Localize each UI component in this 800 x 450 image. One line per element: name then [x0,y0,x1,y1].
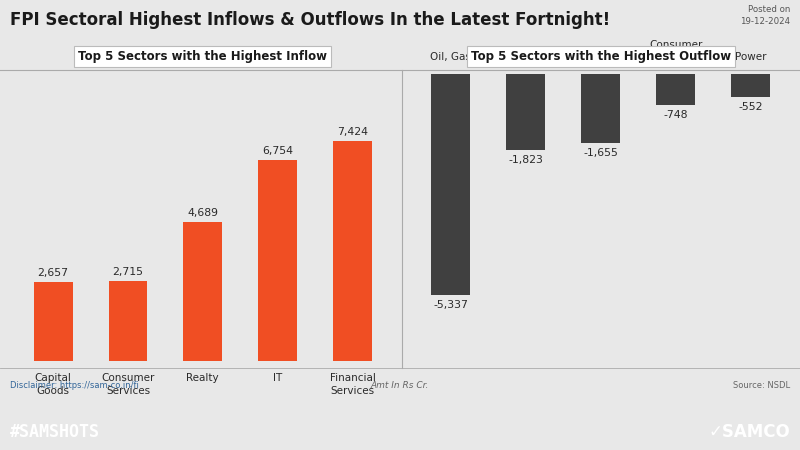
Text: Power: Power [735,52,766,62]
Text: -1,823: -1,823 [508,154,543,165]
Bar [183,222,222,361]
Bar [731,74,770,97]
Text: Top 5 Sectors with the Highest Inflow: Top 5 Sectors with the Highest Inflow [78,50,327,63]
Text: 4,689: 4,689 [187,208,218,218]
Text: Financial
Services: Financial Services [330,374,375,396]
Text: 2,657: 2,657 [38,268,69,279]
Text: 6,754: 6,754 [262,146,293,157]
Text: #SAMSHOTS: #SAMSHOTS [10,423,99,441]
Bar [582,74,620,143]
Text: Capital
Goods: Capital Goods [34,374,71,396]
Text: FPI Sectoral Highest Inflows & Outflows In the Latest Fortnight!: FPI Sectoral Highest Inflows & Outflows … [10,11,610,29]
Bar [333,140,372,361]
Text: Auto: Auto [514,52,538,62]
Bar [656,74,695,105]
Bar [431,74,470,295]
Text: -5,337: -5,337 [434,300,468,310]
Text: Amt In Rs Cr.: Amt In Rs Cr. [371,381,429,390]
Text: Source: NSDL: Source: NSDL [734,381,790,390]
Text: -552: -552 [738,102,763,112]
Text: FMCG: FMCG [586,52,616,62]
Bar [109,281,147,361]
Text: Disclaimer: https://sam-co.in/fi: Disclaimer: https://sam-co.in/fi [10,381,138,390]
Text: Realty: Realty [186,374,219,383]
Text: ✓SAMCO: ✓SAMCO [709,423,790,441]
Bar [258,161,297,361]
Text: IT: IT [273,374,282,383]
Text: Consumer
Services: Consumer Services [102,374,154,396]
Bar [506,74,546,150]
Text: Consumer
Durables: Consumer Durables [649,40,702,62]
Text: 2,715: 2,715 [113,266,143,277]
Text: Oil, Gas: Oil, Gas [430,52,471,62]
Text: 7,424: 7,424 [337,126,368,136]
Text: -748: -748 [663,110,688,120]
Text: Posted on
19-12-2024: Posted on 19-12-2024 [740,4,790,26]
Text: Top 5 Sectors with the Highest Outflow: Top 5 Sectors with the Highest Outflow [470,50,731,63]
Text: -1,655: -1,655 [583,148,618,157]
Bar [34,282,73,361]
